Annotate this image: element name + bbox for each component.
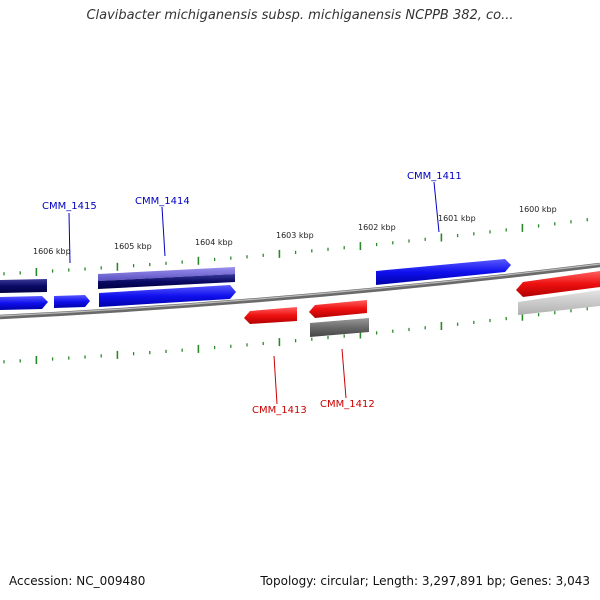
gene-label-cmm-1413[interactable]: CMM_1413	[252, 405, 307, 416]
kbp-label-1600: 1600 kbp	[519, 205, 557, 214]
map-title: Clavibacter michiganensis subsp. michiga…	[86, 8, 514, 23]
gene-label-leaders	[68, 181, 440, 405]
gene-arrow[interactable]	[98, 274, 235, 289]
gene-arrow[interactable]	[0, 296, 48, 310]
kbp-label-1605: 1605 kbp	[114, 242, 152, 251]
forward-strand-genes	[0, 259, 511, 310]
gene-label-cmm-1411[interactable]: CMM_1411	[407, 171, 462, 182]
gene-label-cmm-1412[interactable]: CMM_1412	[320, 399, 375, 410]
gene-arrow[interactable]	[310, 318, 369, 337]
reverse-strand-genes	[244, 271, 600, 337]
accession-text: Accession: NC_009480	[9, 574, 146, 588]
kbp-label-1602: 1602 kbp	[358, 223, 396, 232]
gene-arrow[interactable]	[98, 267, 235, 281]
kbp-label-1603: 1603 kbp	[276, 231, 314, 240]
gene-arrow[interactable]	[99, 285, 236, 307]
gene-arrow[interactable]	[54, 295, 90, 308]
gene-label-cmm-1415[interactable]: CMM_1415	[42, 201, 97, 212]
kbp-label-1601: 1601 kbp	[438, 214, 476, 223]
kbp-label-1606: 1606 kbp	[33, 247, 71, 256]
gene-arrow[interactable]	[0, 279, 47, 293]
gene-arrow[interactable]	[518, 290, 600, 315]
kbp-label-1604: 1604 kbp	[195, 238, 233, 247]
gene-arrow[interactable]	[244, 307, 297, 324]
scale-ticks-inner	[3, 307, 588, 364]
genome-backbone-highlight	[0, 263, 600, 317]
scale-ticks-outer	[3, 218, 588, 276]
gene-arrow[interactable]	[376, 259, 511, 285]
gene-arrow[interactable]	[309, 300, 367, 318]
genome-summary-text: Topology: circular; Length: 3,297,891 bp…	[260, 574, 590, 588]
gene-label-cmm-1414[interactable]: CMM_1414	[135, 196, 190, 207]
genome-backbone	[0, 262, 600, 320]
gene-arrow[interactable]	[516, 271, 600, 297]
